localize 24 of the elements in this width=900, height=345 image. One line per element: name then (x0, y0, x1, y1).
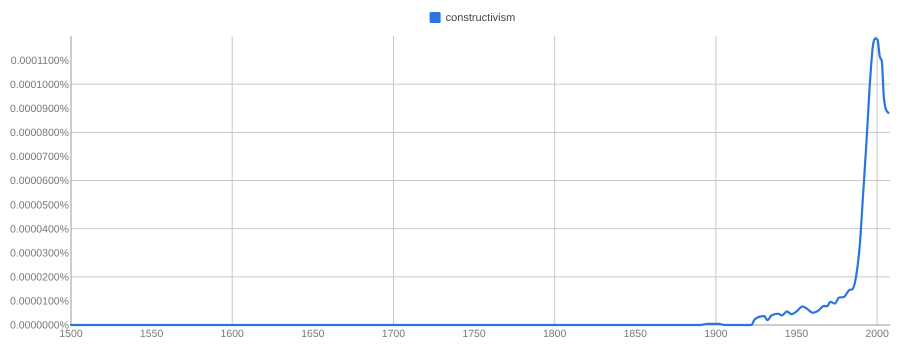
y-tick-label: 0.0001100% (10, 54, 69, 67)
y-tick-label: 0.0000400% (10, 223, 69, 236)
y-tick-label: 0.0000100% (10, 296, 69, 308)
line-series (70, 37, 890, 326)
y-tick-label: 0.0000800% (10, 127, 69, 140)
y-tick-label: 0.0000600% (10, 175, 69, 188)
y-tick-label: 0.0000300% (10, 247, 69, 260)
x-tick-label: 1500 (59, 328, 83, 340)
y-tick-label: 0.0001000% (10, 78, 69, 91)
y-tick-label: 0.0000900% (10, 102, 69, 115)
x-tick-label: 1650 (301, 328, 325, 340)
legend-label: constructivism (446, 12, 516, 24)
x-tick-label: 1850 (624, 328, 648, 340)
x-tick-label: 1600 (220, 328, 244, 340)
x-tick-label: 1550 (140, 328, 164, 340)
x-tick-label: 2000 (865, 328, 889, 340)
x-tick-label: 1950 (784, 328, 808, 340)
x-tick-label: 1800 (542, 328, 566, 340)
x-tick-label: 1900 (704, 328, 728, 340)
y-tick-label: 0.0000500% (10, 199, 69, 212)
y-tick-label: 0.0000700% (10, 151, 69, 164)
y-tick-label: 0.0000200% (10, 272, 69, 284)
x-tick-label: 1700 (382, 328, 406, 340)
x-tick-label: 1750 (462, 328, 486, 340)
